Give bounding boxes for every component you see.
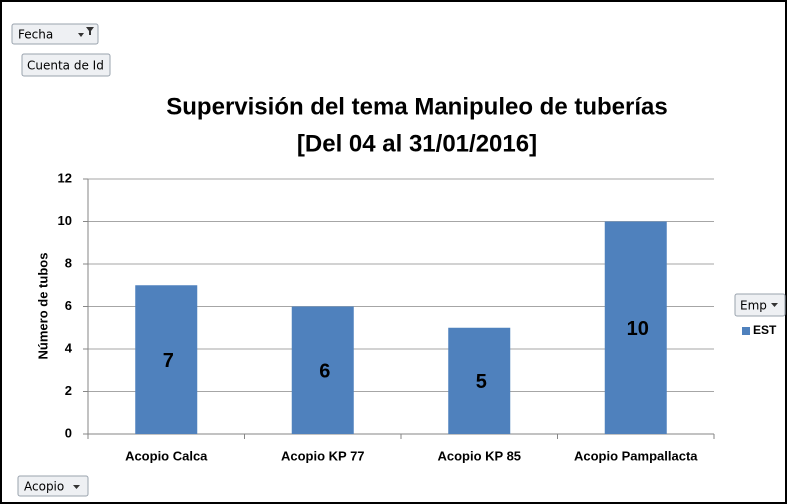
button-label: Acopio xyxy=(24,480,64,494)
data-label: 6 xyxy=(319,361,330,383)
y-tick-label: 0 xyxy=(65,425,72,440)
values-field-button[interactable]: Cuenta de Id xyxy=(21,53,111,77)
button-label: Emp xyxy=(740,299,767,313)
legend-swatch xyxy=(742,327,750,335)
axis-field-button[interactable]: Acopio xyxy=(17,475,89,497)
data-label: 5 xyxy=(476,371,487,393)
bar xyxy=(448,327,511,434)
x-tick-label: Acopio Calca xyxy=(125,448,208,463)
bar xyxy=(135,285,198,434)
data-label: 10 xyxy=(627,318,649,340)
y-tick-label: 10 xyxy=(58,213,72,228)
bar xyxy=(604,221,667,434)
dropdown-icon xyxy=(771,303,778,307)
chart-title: [Del 04 al 31/01/2016] xyxy=(297,130,537,157)
chart-title: Supervisión del tema Manipuleo de tuberí… xyxy=(166,93,667,120)
y-axis-label: Número de tubos xyxy=(35,253,50,360)
y-tick-label: 4 xyxy=(65,340,73,355)
report-filter-button[interactable]: Fecha xyxy=(11,23,99,45)
y-tick-label: 2 xyxy=(65,383,72,398)
x-tick-label: Acopio KP 77 xyxy=(281,448,365,463)
data-label: 7 xyxy=(163,350,174,372)
y-tick-label: 8 xyxy=(65,255,72,270)
x-tick-label: Acopio Pampallacta xyxy=(574,448,698,463)
y-tick-label: 6 xyxy=(65,298,72,313)
x-tick-label: Acopio KP 85 xyxy=(437,448,521,463)
bar xyxy=(291,306,354,434)
dropdown-icon xyxy=(73,485,80,489)
filter-icon xyxy=(78,27,94,37)
legend-label: EST xyxy=(753,323,777,337)
button-label: Cuenta de Id xyxy=(27,59,104,73)
legend-field-button[interactable]: Emp xyxy=(734,293,786,317)
y-tick-label: 12 xyxy=(58,170,72,185)
button-label: Fecha xyxy=(18,28,53,42)
